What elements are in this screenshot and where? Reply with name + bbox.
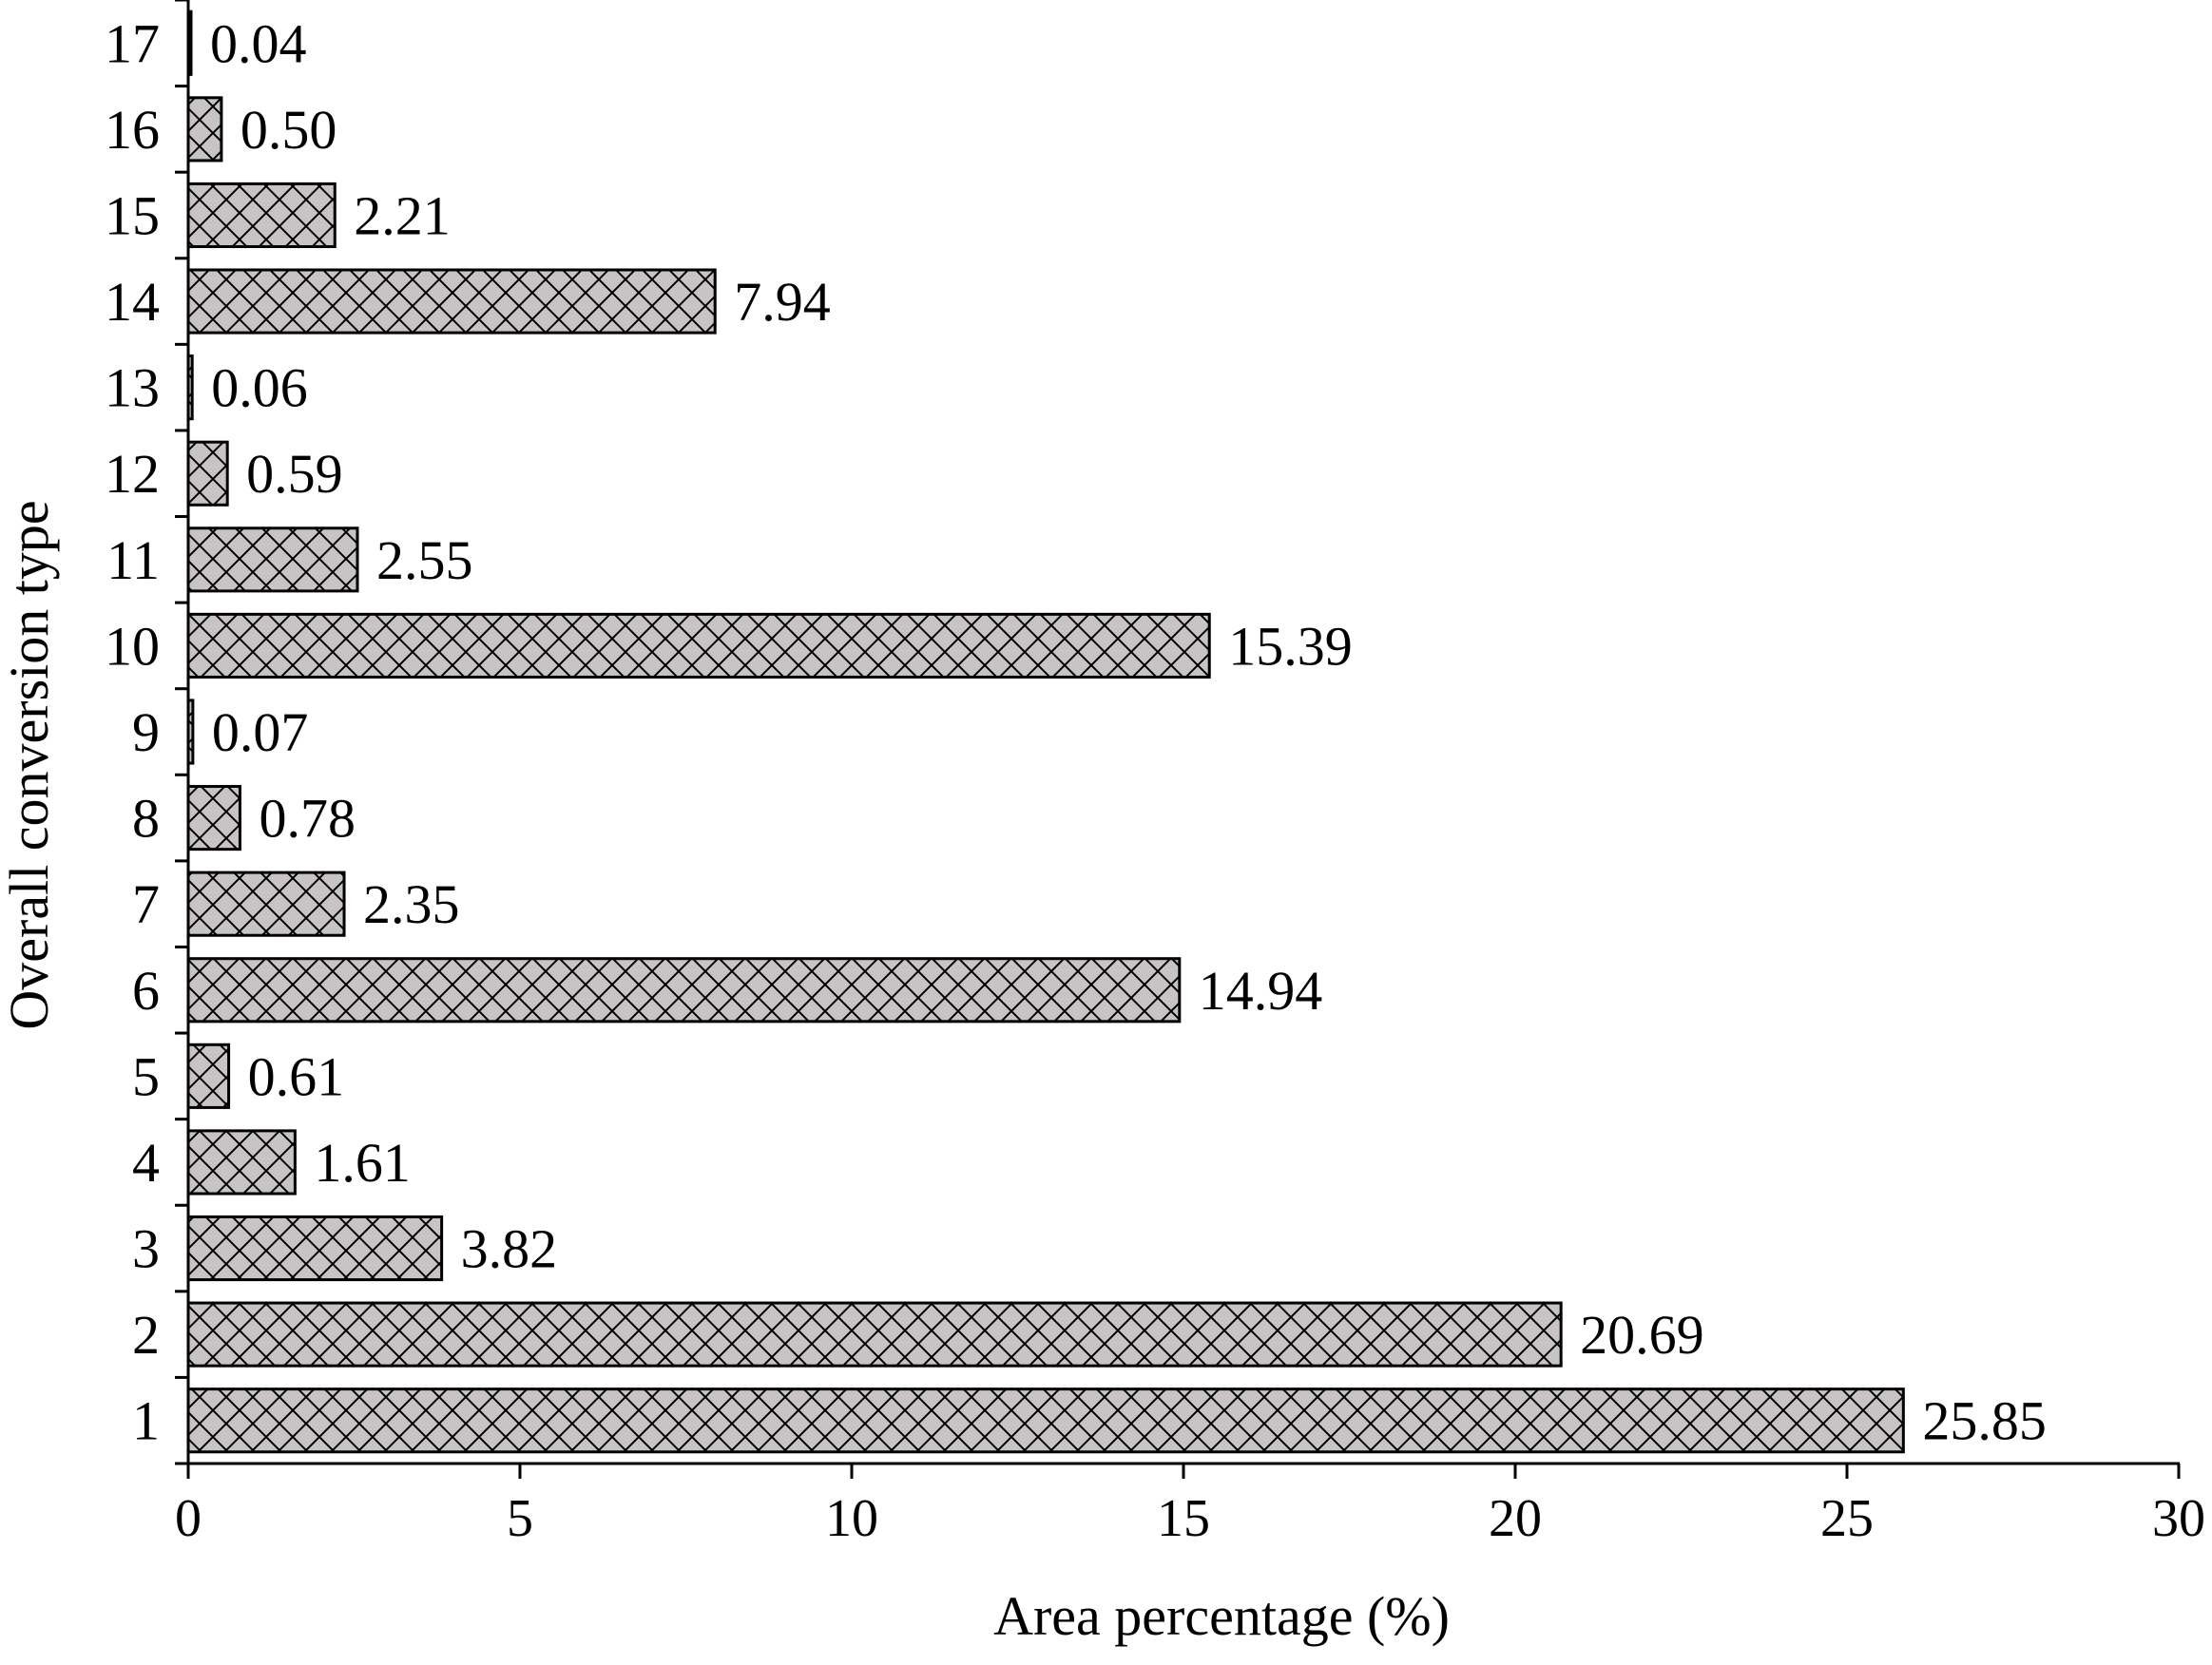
value-label-12: 0.59 (246, 443, 343, 505)
x-tick-label: 10 (825, 1489, 878, 1548)
y-category-label: 15 (105, 184, 160, 246)
value-label-3: 3.82 (461, 1218, 558, 1280)
value-label-7: 2.35 (363, 873, 460, 935)
x-ticks-group: 0 5 10 15 20 25 30 (175, 1464, 2205, 1548)
x-tick-label: 5 (507, 1489, 533, 1548)
y-category-label: 2 (132, 1304, 160, 1366)
bar-16 (186, 96, 223, 163)
bar-14 (186, 268, 717, 335)
bar-8 (186, 785, 241, 852)
value-label-5: 0.61 (248, 1045, 345, 1107)
value-label-16: 0.50 (240, 99, 337, 161)
value-labels-group: 25.85 20.69 3.82 1.61 0.61 14.94 2.350.78 0.07 1… (210, 12, 2047, 1451)
value-label-13: 0.06 (211, 357, 307, 419)
bar-12 (186, 440, 229, 507)
value-label-11: 2.55 (376, 529, 473, 591)
value-label-10: 15.39 (1228, 615, 1353, 677)
bar-5 (186, 1043, 231, 1109)
x-tick-label: 25 (1820, 1489, 1874, 1548)
y-category-label: 9 (132, 701, 160, 763)
y-category-label: 3 (132, 1218, 160, 1280)
bars-group (186, 10, 1905, 1454)
value-label-14: 7.94 (734, 271, 831, 333)
bar-10 (186, 612, 1211, 679)
y-category-label: 5 (132, 1045, 160, 1107)
y-category-label: 10 (105, 615, 160, 677)
bar-11 (186, 526, 359, 593)
y-category-label: 14 (105, 271, 160, 333)
bar-3 (186, 1215, 444, 1282)
y-category-label: 8 (132, 788, 160, 850)
value-label-1: 25.85 (1922, 1390, 2047, 1452)
y-category-label: 11 (106, 529, 160, 591)
y-category-label: 4 (132, 1132, 160, 1194)
bar-1 (186, 1388, 1905, 1454)
y-axis-title: Overall conversion type (0, 500, 60, 1029)
x-tick-label: 20 (1489, 1489, 1542, 1548)
y-category-label: 1 (132, 1390, 160, 1452)
value-label-6: 14.94 (1199, 960, 1323, 1022)
bar-7 (186, 871, 346, 937)
bar-6 (186, 957, 1182, 1024)
y-category-label: 12 (105, 443, 160, 505)
value-label-2: 20.69 (1580, 1304, 1704, 1366)
x-tick-label: 30 (2152, 1489, 2205, 1548)
y-category-label: 6 (132, 960, 160, 1022)
bar-2 (186, 1301, 1563, 1368)
y-category-label: 16 (105, 99, 160, 161)
value-label-4: 1.61 (314, 1132, 411, 1194)
y-category-label: 7 (132, 873, 160, 935)
value-label-15: 2.21 (354, 184, 451, 246)
bar-15 (186, 182, 337, 249)
value-label-9: 0.07 (212, 701, 308, 763)
y-category-label: 17 (105, 12, 160, 74)
value-label-17: 0.04 (210, 12, 307, 74)
value-label-8: 0.78 (259, 788, 356, 850)
y-category-label: 13 (105, 357, 160, 419)
x-tick-label: 0 (175, 1489, 202, 1548)
bar-4 (186, 1129, 297, 1196)
x-axis-title: Area percentage (%) (993, 1585, 1450, 1647)
x-tick-label: 15 (1157, 1489, 1210, 1548)
